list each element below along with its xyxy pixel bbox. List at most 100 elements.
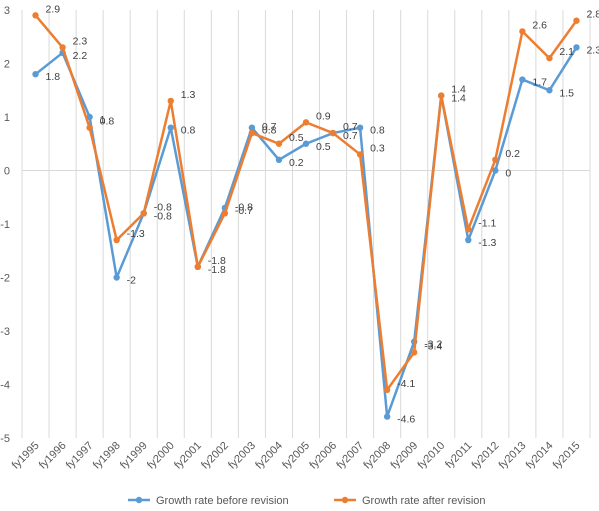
x-tick-label: fy2002 <box>199 440 231 472</box>
data-point <box>492 156 499 163</box>
data-label: 0.7 <box>262 121 277 133</box>
data-point <box>329 129 337 137</box>
data-label: 1 <box>100 114 106 126</box>
data-point <box>573 17 580 24</box>
series-2 <box>32 12 580 394</box>
x-tick-label: fy2010 <box>416 440 448 472</box>
data-label: 1.8 <box>46 71 61 83</box>
data-label: 2.3 <box>586 44 599 56</box>
data-point <box>302 140 310 147</box>
data-point <box>546 54 553 62</box>
x-tick-label: fy2009 <box>388 440 420 472</box>
data-point <box>113 236 120 244</box>
x-tick-label: fy2015 <box>551 440 583 472</box>
x-tick-label: fy1996 <box>37 440 69 472</box>
data-label: 0.7 <box>343 130 358 142</box>
data-label: 2.8 <box>586 9 599 21</box>
data-label: 1.4 <box>451 93 466 105</box>
x-tick-label: fy2001 <box>172 440 204 472</box>
data-label: -1.3 <box>127 228 145 240</box>
data-label: 1.4 <box>451 84 466 96</box>
y-tick-label: 2 <box>4 59 10 71</box>
data-point <box>32 71 39 78</box>
x-tick-label: fy1997 <box>64 440 96 472</box>
data-label: 2.2 <box>73 50 88 62</box>
data-label: -3.2 <box>424 339 442 351</box>
data-point <box>519 76 526 83</box>
data-label: 0.8 <box>100 116 115 128</box>
x-axis-tick-labels: fy1995fy1996fy1997fy1998fy1999fy2000fy20… <box>10 440 583 472</box>
x-tick-label: fy2012 <box>470 440 502 472</box>
y-tick-label: -5 <box>0 433 10 445</box>
data-label: 2.6 <box>532 19 547 31</box>
data-point <box>356 124 364 131</box>
y-tick-label: -2 <box>0 273 10 285</box>
data-point <box>167 97 174 105</box>
data-label: 0 <box>505 168 511 180</box>
data-point <box>410 349 418 356</box>
y-tick-label: -4 <box>0 380 10 392</box>
data-label: -0.8 <box>235 201 253 213</box>
data-label: 0.8 <box>181 125 196 137</box>
x-tick-label: fy1998 <box>91 440 123 472</box>
data-label: 0.3 <box>370 142 385 154</box>
data-label: -0.7 <box>235 205 253 217</box>
data-label: 0.2 <box>505 148 520 160</box>
x-tick-label: fy1995 <box>10 440 42 472</box>
data-label: -1.1 <box>478 217 496 229</box>
data-point <box>86 113 93 121</box>
data-label: -1.8 <box>208 264 226 276</box>
data-label: -1.3 <box>478 237 496 249</box>
data-label: -4.1 <box>397 378 415 390</box>
legend-swatch-marker <box>341 496 349 504</box>
data-point <box>546 87 553 94</box>
data-label: 2.1 <box>559 46 574 58</box>
x-tick-label: fy2000 <box>145 440 177 472</box>
y-tick-label: 1 <box>4 112 10 124</box>
data-label: -0.8 <box>154 201 172 213</box>
x-tick-label: fy2013 <box>497 440 529 472</box>
y-axis-tick-labels: -5 -4 -3 -2 -1 0 1 2 3 <box>0 5 10 445</box>
x-tick-label: fy2006 <box>307 440 339 472</box>
data-label: -4.6 <box>397 414 415 426</box>
data-label: -2 <box>127 275 136 287</box>
y-tick-label: 3 <box>4 5 10 17</box>
series-layer <box>32 12 580 420</box>
data-point <box>438 92 445 99</box>
data-point <box>275 140 283 147</box>
data-point <box>113 274 120 281</box>
vertical-gridlines <box>21 10 591 438</box>
data-point <box>383 413 391 420</box>
y-tick-label: -1 <box>0 219 10 231</box>
x-tick-label: fy1999 <box>118 440 150 472</box>
legend-item-1: Growth rate before revision <box>128 495 289 507</box>
data-point <box>221 210 229 217</box>
data-point <box>573 44 580 51</box>
data-label: 2.9 <box>46 3 61 15</box>
legend: Growth rate before revision Growth rate a… <box>128 495 486 507</box>
data-label: 1.3 <box>181 89 196 101</box>
data-point <box>275 156 283 163</box>
data-point <box>465 236 472 244</box>
y-tick-label: -3 <box>0 326 10 338</box>
series-line <box>34 14 578 392</box>
data-point <box>167 124 174 131</box>
data-label: 1.7 <box>532 77 547 89</box>
legend-item-2: Growth rate after revision <box>334 495 486 507</box>
data-label: 0.9 <box>316 110 331 122</box>
x-tick-label: fy2005 <box>280 440 312 472</box>
legend-label: Growth rate before revision <box>156 495 289 507</box>
data-label: -3.4 <box>424 340 442 352</box>
data-point <box>248 124 256 131</box>
data-point <box>302 119 310 126</box>
data-point <box>86 124 93 131</box>
data-label: 0.7 <box>343 121 358 133</box>
data-label: 0.8 <box>262 125 277 137</box>
data-point <box>356 151 364 158</box>
data-label: 1.5 <box>559 87 574 99</box>
data-point <box>194 263 202 270</box>
legend-swatch-marker <box>135 496 143 504</box>
data-label: 0.5 <box>316 141 331 153</box>
data-point <box>140 210 147 217</box>
